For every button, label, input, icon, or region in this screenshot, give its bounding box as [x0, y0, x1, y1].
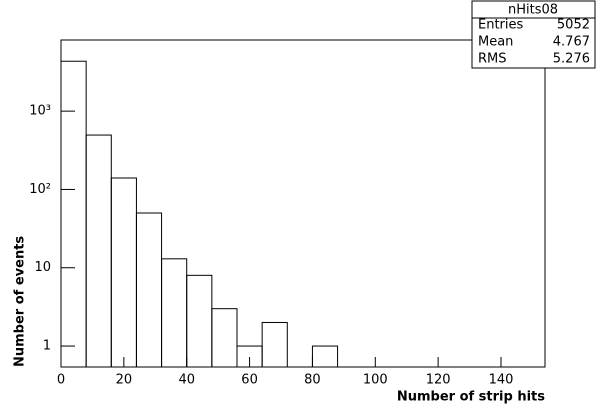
x-tick-label: 140 [489, 373, 514, 388]
y-tick-label: 10 [34, 260, 51, 275]
x-tick-label: 100 [363, 373, 388, 388]
x-tick-label: 0 [57, 373, 65, 388]
stats-frame [471, 0, 596, 69]
stats-key: RMS [478, 52, 507, 67]
y-axis-label: Number of events [13, 236, 28, 367]
stats-value: 5.276 [553, 52, 590, 67]
x-tick-label: 60 [241, 373, 258, 388]
x-axis-label: Number of strip hits [397, 390, 545, 405]
stats-value: 5052 [557, 18, 590, 33]
stats-key: Entries [478, 18, 524, 33]
stats-value: 4.767 [553, 35, 590, 50]
y-tick-label: 10³ [29, 104, 51, 119]
stats-key: Mean [478, 35, 513, 50]
y-tick-label: 1 [43, 339, 51, 354]
bar [311, 345, 339, 368]
x-tick-label: 80 [304, 373, 321, 388]
bar [211, 308, 238, 368]
x-tick-label: 40 [178, 373, 195, 388]
bar [261, 321, 288, 368]
y-tick-label: 10² [29, 182, 51, 197]
x-tick-label: 20 [116, 373, 133, 388]
x-tick-label: 120 [426, 373, 451, 388]
stats-title: nHits08 [508, 3, 558, 18]
stats-box: nHits08 Entries 5052 Mean 4.767 RMS 5.27… [471, 0, 596, 69]
